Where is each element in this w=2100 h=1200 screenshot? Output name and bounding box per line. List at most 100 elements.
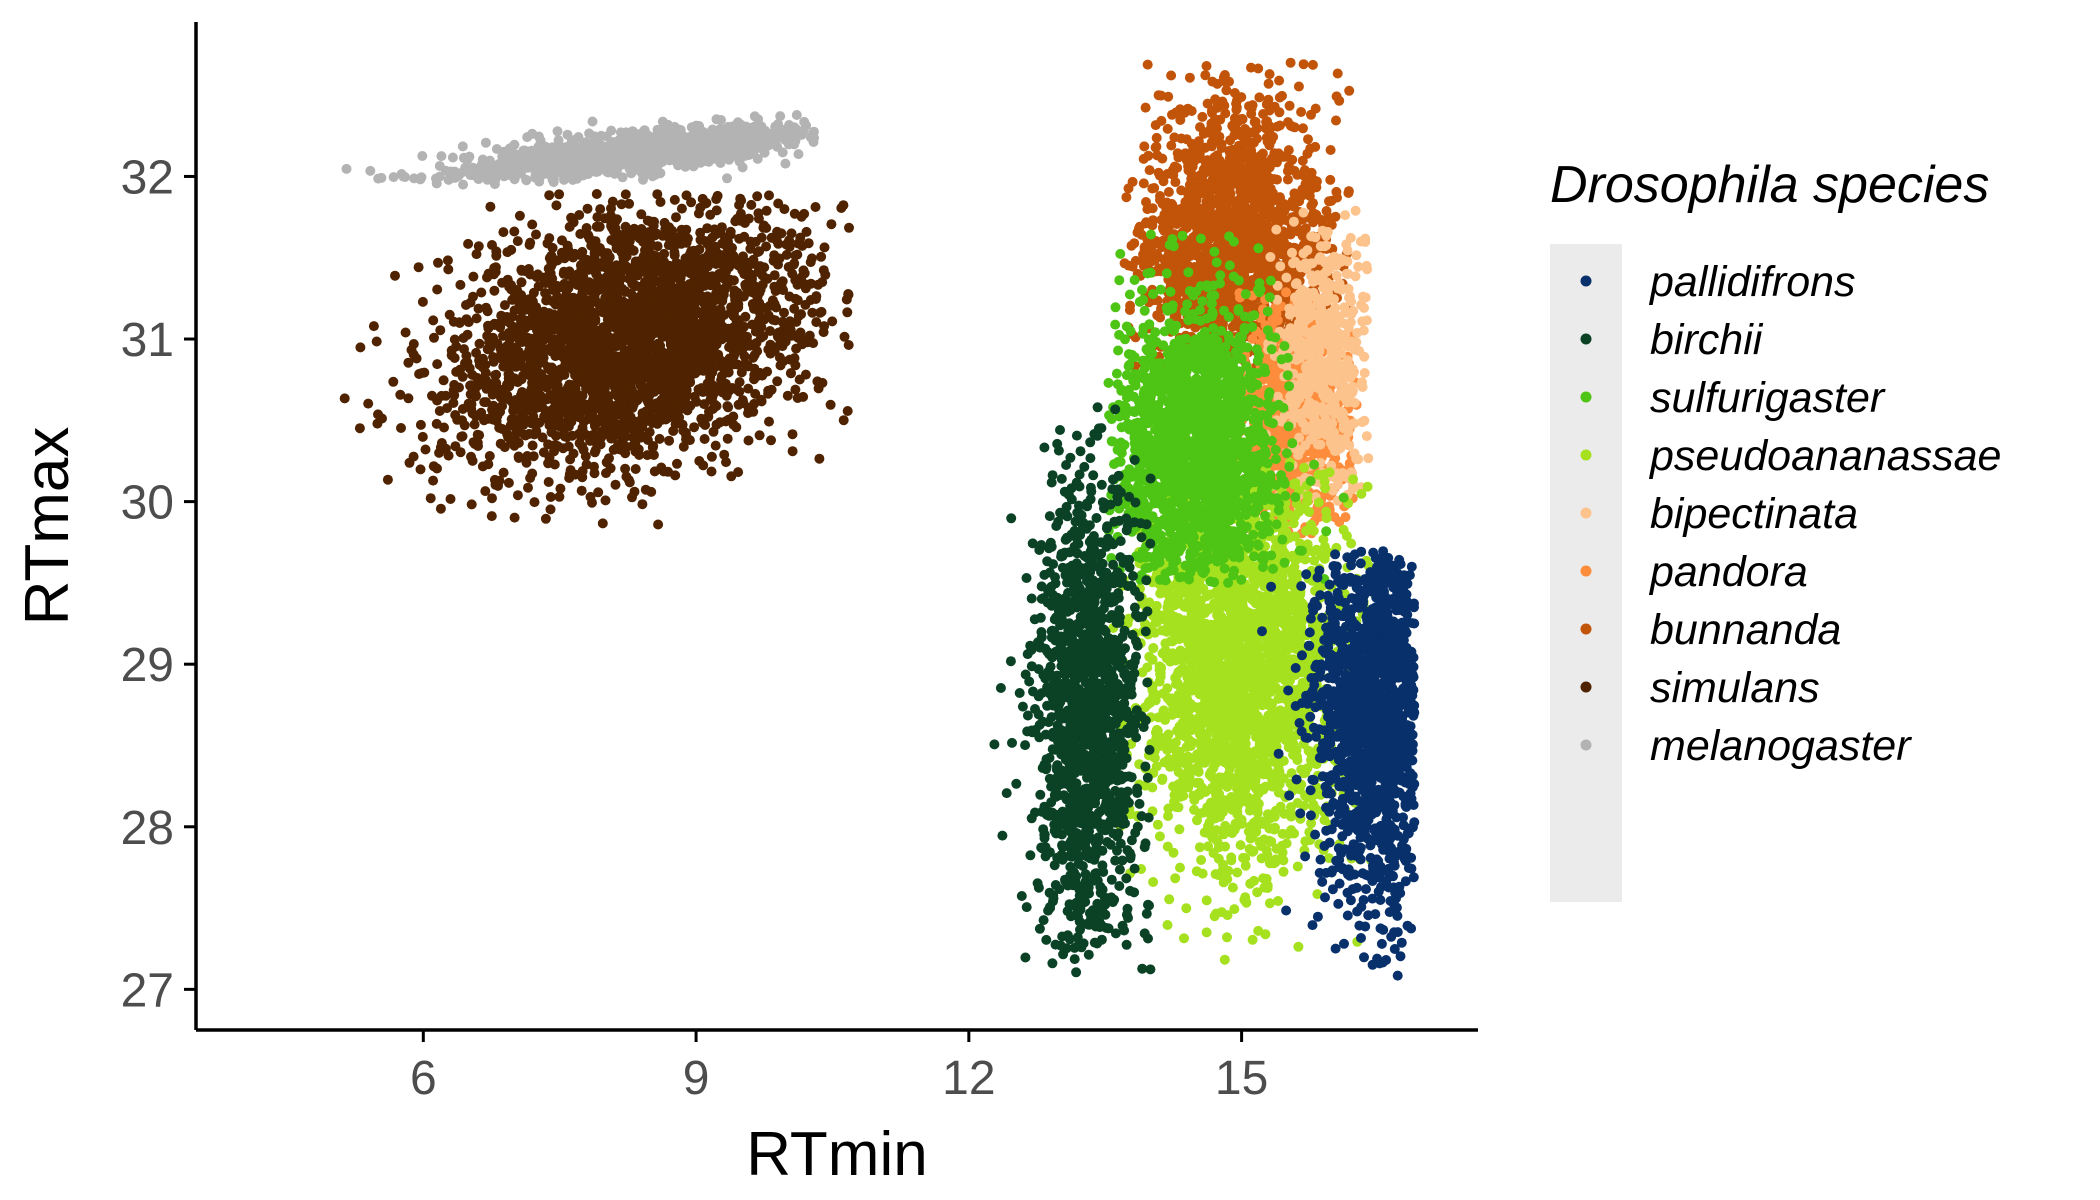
data-point xyxy=(791,110,802,120)
data-point xyxy=(707,392,718,403)
data-point xyxy=(499,300,510,311)
data-point xyxy=(577,472,588,483)
data-point xyxy=(354,423,365,434)
data-point xyxy=(717,384,728,395)
data-point xyxy=(737,162,748,173)
data-point xyxy=(572,310,583,321)
data-point xyxy=(689,422,700,433)
data-point xyxy=(613,153,624,164)
data-point xyxy=(545,492,556,502)
data-point xyxy=(355,342,366,353)
data-point xyxy=(525,237,536,248)
data-point xyxy=(646,486,657,497)
data-point xyxy=(519,160,530,171)
data-point xyxy=(710,276,720,287)
data-point xyxy=(512,236,523,247)
data-point xyxy=(602,314,613,325)
data-point xyxy=(743,268,754,278)
data-point xyxy=(471,313,482,324)
data-point xyxy=(499,442,510,453)
data-point xyxy=(536,379,547,390)
data-point xyxy=(596,160,607,170)
data-point xyxy=(489,285,500,296)
data-point xyxy=(435,503,446,514)
data-point xyxy=(514,427,525,437)
data-point xyxy=(699,260,710,271)
data-point xyxy=(629,223,640,234)
data-point xyxy=(695,202,706,213)
data-point xyxy=(784,138,795,148)
data-point xyxy=(523,482,533,493)
data-point xyxy=(758,222,769,233)
data-point xyxy=(613,362,624,373)
data-point xyxy=(497,162,508,173)
data-point xyxy=(427,390,437,401)
data-point xyxy=(814,453,825,464)
data-point xyxy=(491,385,502,396)
data-point xyxy=(601,457,612,468)
data-point xyxy=(574,412,585,423)
data-point xyxy=(743,213,754,224)
data-point xyxy=(574,210,585,220)
data-point xyxy=(655,197,666,207)
data-point xyxy=(734,377,745,388)
data-point xyxy=(807,307,818,318)
data-point xyxy=(839,331,850,342)
data-point xyxy=(617,172,628,183)
data-point xyxy=(806,253,817,264)
data-point xyxy=(543,477,554,487)
data-point xyxy=(589,447,600,458)
data-point xyxy=(602,402,613,413)
data-point xyxy=(531,417,542,428)
data-point xyxy=(771,235,782,246)
data-point xyxy=(376,172,387,183)
data-point xyxy=(1151,132,1162,143)
data-point xyxy=(444,309,455,320)
data-point xyxy=(456,431,467,442)
data-point xyxy=(466,399,477,410)
data-point xyxy=(1253,63,1264,74)
data-point xyxy=(711,114,722,125)
data-point xyxy=(772,376,783,387)
data-point xyxy=(636,209,647,220)
data-point xyxy=(1121,192,1132,203)
data-point xyxy=(442,403,452,414)
data-point xyxy=(502,390,513,401)
data-point xyxy=(457,415,467,426)
data-point xyxy=(712,360,723,371)
data-point xyxy=(674,412,685,423)
data-point xyxy=(564,221,575,232)
data-point xyxy=(557,305,568,315)
data-point xyxy=(580,161,591,172)
data-point xyxy=(664,435,675,446)
data-point xyxy=(414,369,425,379)
data-point xyxy=(431,418,442,429)
data-point xyxy=(590,436,601,447)
data-point xyxy=(468,271,479,282)
data-point xyxy=(711,205,722,216)
data-point xyxy=(744,407,755,418)
data-point xyxy=(530,172,541,183)
data-point xyxy=(528,287,539,298)
data-point xyxy=(636,377,646,388)
data-point xyxy=(803,238,814,249)
data-point xyxy=(544,253,555,264)
data-point xyxy=(420,444,431,455)
data-point xyxy=(685,268,696,279)
data-point xyxy=(763,385,774,396)
data-point xyxy=(653,519,664,530)
data-point xyxy=(647,295,658,306)
data-point xyxy=(566,381,577,392)
data-point xyxy=(458,179,469,190)
data-point xyxy=(610,479,621,490)
data-point xyxy=(555,365,566,375)
data-point xyxy=(706,466,717,477)
data-point xyxy=(612,214,622,225)
data-point xyxy=(684,367,695,378)
data-point xyxy=(528,451,539,462)
data-point xyxy=(637,155,648,166)
data-point xyxy=(652,413,663,423)
data-point xyxy=(737,397,748,408)
data-point xyxy=(464,363,475,374)
